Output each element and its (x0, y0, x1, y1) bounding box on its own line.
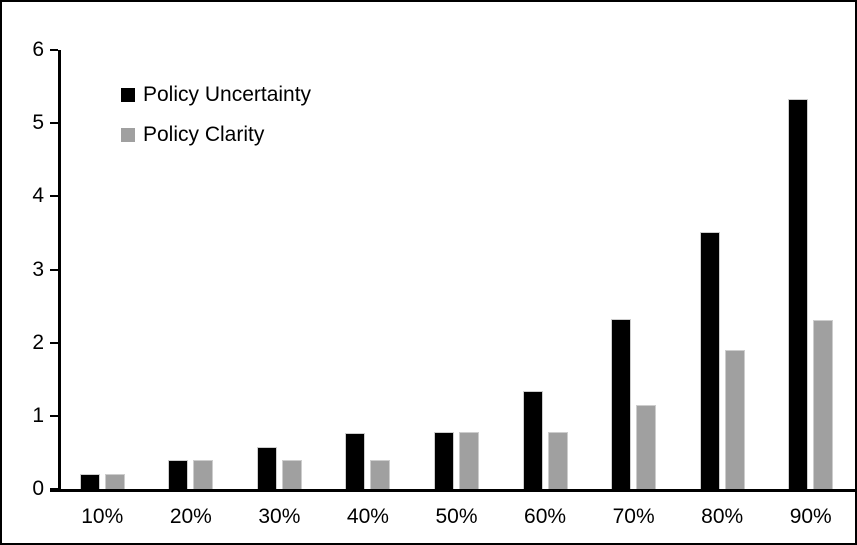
bar-policy-clarity-30% (281, 460, 302, 491)
y-axis-line (58, 50, 61, 492)
bar-policy-clarity-40% (370, 460, 391, 491)
bar-policy-clarity-10% (104, 474, 125, 491)
legend: Policy Uncertainty Policy Clarity (121, 83, 312, 164)
y-tick-mark (50, 195, 58, 198)
y-tick-label: 0 (32, 477, 44, 500)
y-tick-label: 2 (32, 330, 44, 354)
y-tick-mark (50, 268, 58, 271)
y-tick-mark (50, 341, 58, 344)
bar-policy-uncertainty-90% (788, 99, 809, 491)
bar-policy-uncertainty-30% (256, 447, 277, 491)
legend-swatch-policy-clarity (121, 128, 135, 142)
bar-policy-uncertainty-40% (345, 432, 366, 491)
bar-policy-clarity-20% (193, 460, 214, 491)
bar-policy-clarity-70% (636, 404, 657, 491)
y-tick-label: 1 (32, 403, 44, 427)
x-tick-label: 20% (169, 505, 212, 528)
bar-policy-uncertainty-80% (699, 232, 720, 491)
y-tick-mark (50, 49, 58, 51)
y-tick-label: 3 (32, 257, 44, 281)
x-tick-label: 90% (789, 505, 832, 528)
y-tick-mark (50, 414, 58, 417)
x-tick-label: 40% (346, 505, 389, 528)
bar-policy-clarity-60% (547, 431, 568, 491)
x-axis-line (50, 489, 855, 492)
x-tick-label: 60% (524, 505, 567, 528)
bar-policy-clarity-90% (813, 319, 834, 491)
y-tick-label: 5 (32, 111, 44, 135)
legend-label: Policy Uncertainty (143, 83, 312, 106)
y-tick-mark (50, 122, 58, 125)
bar-policy-clarity-50% (459, 431, 479, 491)
legend-swatch-policy-uncertainty (121, 88, 135, 102)
bar-policy-uncertainty-70% (611, 319, 632, 491)
legend-item: Policy Clarity (121, 123, 311, 146)
bar-policy-uncertainty-50% (434, 431, 454, 491)
y-tick-label: 6 (32, 38, 44, 61)
x-tick-label: 50% (435, 505, 478, 528)
x-tick-label: 30% (258, 505, 301, 528)
y-tick-label: 4 (32, 184, 44, 208)
bar-policy-uncertainty-60% (522, 390, 543, 491)
x-tick-label: 80% (701, 505, 744, 528)
legend-label: Policy Clarity (143, 123, 265, 146)
bar-policy-uncertainty-20% (168, 460, 189, 491)
bar-policy-clarity-80% (724, 349, 745, 491)
x-tick-label: 70% (612, 505, 655, 528)
bar-policy-uncertainty-10% (79, 474, 100, 491)
legend-item: Policy Uncertainty (121, 83, 312, 106)
x-tick-label: 10% (81, 505, 124, 528)
